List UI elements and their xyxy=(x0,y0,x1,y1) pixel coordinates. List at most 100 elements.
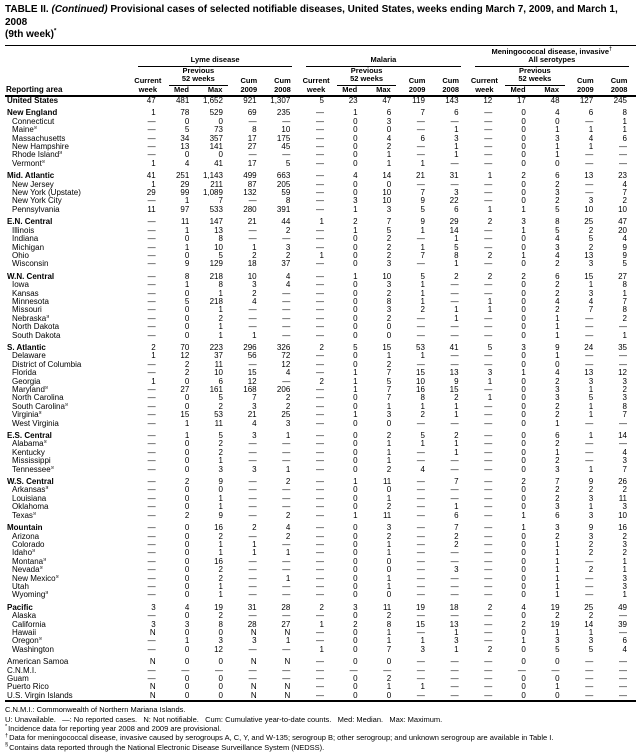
cell-value: — xyxy=(484,116,493,126)
cell-value: 87 xyxy=(247,179,257,189)
cell-value: 1 xyxy=(555,627,560,637)
cell-value: 27 xyxy=(618,271,627,281)
cell-value: 37 xyxy=(214,351,223,361)
cell-value: — xyxy=(147,410,156,420)
row-footnote-marker: § xyxy=(64,402,68,408)
cell-value: 4 xyxy=(622,644,627,654)
row-label: Utah xyxy=(12,582,29,591)
cell-value: — xyxy=(315,133,324,143)
cell-value: 17 xyxy=(247,133,257,143)
cell-value: 4 xyxy=(622,234,627,244)
cell-value: — xyxy=(315,548,324,558)
table-row: Wisconsin — 9 129 18 37 — 0 3 — 1 — 0 2 3 5 xyxy=(5,259,636,269)
cell-value: 37 xyxy=(281,259,291,269)
cell-value: — xyxy=(282,502,291,512)
cell-value: 245 xyxy=(613,96,627,105)
cell-value: — xyxy=(484,133,493,143)
cell-value: — xyxy=(484,565,493,575)
cell-value: 8 xyxy=(622,280,627,290)
cell-value: 1 xyxy=(218,322,223,332)
cell-value: — xyxy=(147,548,156,558)
cell-value: — xyxy=(484,410,493,420)
footnote-text: U: Unavailable. —: No reported cases. N:… xyxy=(5,714,443,724)
cell-value: — xyxy=(147,477,156,487)
cell-value: — xyxy=(484,242,493,252)
cell-value: 97 xyxy=(180,204,190,214)
cell-value: — xyxy=(619,351,627,361)
cell-value: — xyxy=(484,510,493,520)
row-footnote-marker: § xyxy=(50,465,54,470)
cell-value: 1 xyxy=(386,439,392,449)
cell-value: — xyxy=(282,456,291,466)
cell-value: 1 xyxy=(252,539,257,549)
title-text: Provisional cases of selected notifiable… xyxy=(5,4,618,28)
cell-value: 1 xyxy=(386,150,392,160)
cell-value: 2 xyxy=(218,313,223,323)
cell-value: 1 xyxy=(555,573,560,583)
cell-value: 3 xyxy=(386,305,392,315)
cell-value: 0 xyxy=(184,539,190,549)
row-label: United States xyxy=(7,96,59,105)
row-label: Massachusetts xyxy=(12,134,66,143)
cell-value: — xyxy=(282,590,291,600)
cell-value: 1 xyxy=(151,179,156,189)
cell-value: 0 xyxy=(555,116,560,126)
cell-value: — xyxy=(147,305,156,315)
cell-value: 3 xyxy=(588,636,594,646)
cell-value: — xyxy=(450,456,459,466)
cell-value: 1 xyxy=(386,548,392,558)
cell-value: — xyxy=(315,665,324,675)
cell-value: 1 xyxy=(420,242,425,252)
cell-value: 2 xyxy=(252,523,257,533)
cell-value: 45 xyxy=(281,142,291,152)
cell-value: 0 xyxy=(184,116,190,126)
cell-value: 3 xyxy=(184,619,190,629)
cell-value: — xyxy=(585,674,594,683)
cell-value: — xyxy=(585,581,594,591)
cell-value: 10 xyxy=(247,271,257,281)
cell-value: 2 xyxy=(622,485,627,495)
table-row: Arizona — 0 2 — 2 — 0 2 — 2 — 0 2 3 2 xyxy=(5,532,636,541)
cell-value: 6 xyxy=(622,636,627,646)
cell-value: — xyxy=(315,150,324,160)
cell-value: — xyxy=(416,150,425,160)
cell-value: 0 xyxy=(353,590,358,600)
cell-value: — xyxy=(315,657,324,667)
cell-value: 4 xyxy=(555,368,560,378)
row-footnote-marker: § xyxy=(32,549,36,554)
cell-value: 1 xyxy=(420,636,425,646)
cell-value: — xyxy=(248,116,257,126)
cell-value: 1 xyxy=(588,464,594,474)
cell-value: 2 xyxy=(588,548,594,558)
table-row: Nebraska§ — 0 2 — — — 0 2 — 1 — 0 1 — 2 xyxy=(5,313,636,323)
cell-value: 1 xyxy=(353,271,358,281)
cell-value: — xyxy=(248,456,257,466)
cell-value: 0 xyxy=(521,611,526,621)
cell-value: 2 xyxy=(487,602,493,612)
cell-value: 1 xyxy=(285,636,291,646)
cell-value: 5 xyxy=(218,393,223,403)
cell-value: 1 xyxy=(454,627,459,637)
cell-value: 5 xyxy=(420,431,425,441)
cell-value: — xyxy=(585,665,594,675)
cell-value: 3 xyxy=(555,464,560,474)
cell-value: 2 xyxy=(487,217,493,227)
cell-value: 47 xyxy=(382,96,392,105)
cell-value: 0 xyxy=(353,116,358,126)
cell-value: 1 xyxy=(218,548,223,558)
cell-value: — xyxy=(585,657,594,667)
cell-value: — xyxy=(585,150,594,160)
cell-value: 14 xyxy=(584,619,594,629)
cell-value: 3 xyxy=(386,410,392,420)
table-row: Oregon§ — 1 3 3 1 — 0 1 1 3 — 1 3 3 6 xyxy=(5,636,636,646)
cell-value: 0 xyxy=(184,627,190,637)
cell-value: 1 xyxy=(184,431,190,441)
cell-value: — xyxy=(315,682,324,692)
cell-value: 1 xyxy=(555,418,560,428)
cell-value: 13 xyxy=(584,171,594,181)
cell-value: 0 xyxy=(353,418,358,428)
cell-value: 0 xyxy=(218,657,223,667)
cell-value: — xyxy=(315,556,324,566)
cell-value: 0 xyxy=(353,485,358,495)
cell-value: 280 xyxy=(243,204,257,214)
